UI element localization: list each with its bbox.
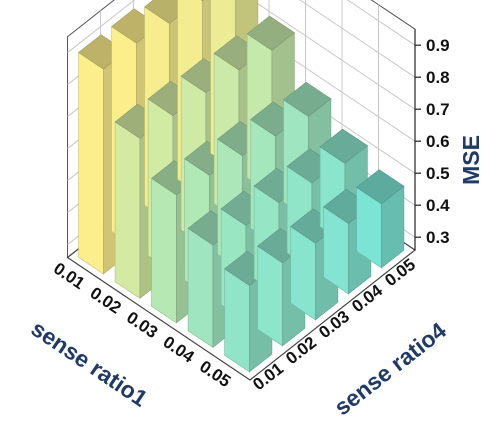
z-tick-label: 0.4 <box>426 196 450 215</box>
bar-face-top <box>319 128 368 164</box>
x-tick-label: 0.01 <box>50 259 88 293</box>
y-axis-label: sense ratio4 <box>329 317 451 420</box>
bar-face-top <box>200 0 204 2</box>
bar <box>356 169 405 269</box>
bar-face-top <box>356 169 405 205</box>
z-tick-label: 0.7 <box>426 100 450 119</box>
z-tick-label: 0.5 <box>426 164 450 183</box>
bar-face-top <box>246 15 295 51</box>
bar-face-top <box>283 81 332 117</box>
x-tick-label: 0.04 <box>160 332 199 367</box>
x-tick-label: 0.05 <box>196 357 234 391</box>
z-tick-label: 0.6 <box>426 132 450 151</box>
grid-line <box>67 0 416 54</box>
z-tick-label: 0.9 <box>426 36 450 55</box>
bar-face-left <box>257 245 283 347</box>
x-tick-label: 0.02 <box>87 283 125 317</box>
bar-face-left <box>114 121 141 299</box>
z-axis-label: MSE <box>458 135 481 185</box>
bar-face-left <box>187 227 214 348</box>
x-tick-label: 0.03 <box>123 308 161 342</box>
z-axis-ticks: 0.3 0.4 0.5 0.6 0.7 0.8 0.9 <box>414 29 450 250</box>
bars <box>78 0 405 373</box>
z-tick-label: 0.3 <box>426 228 450 247</box>
bar-face-left <box>78 51 104 275</box>
z-tick-label: 0.8 <box>426 68 450 87</box>
bar-face-left <box>224 268 250 373</box>
bar-face-left <box>151 177 177 324</box>
